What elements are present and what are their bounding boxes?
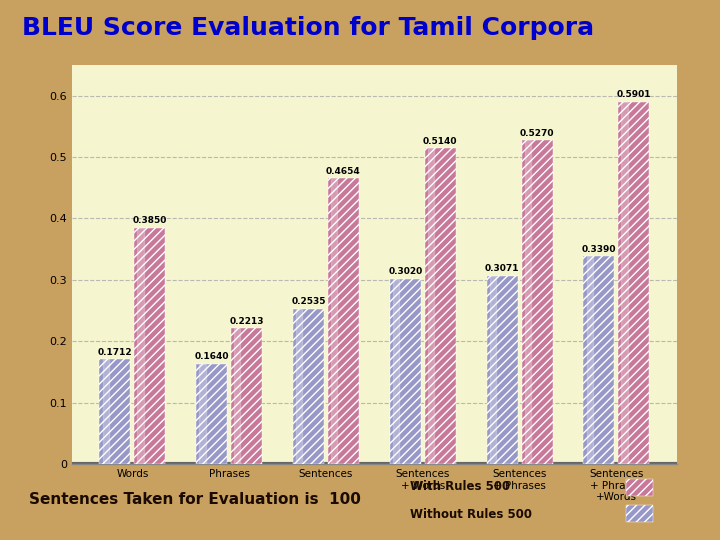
Text: 0.3020: 0.3020 xyxy=(388,267,423,276)
Text: 0.4654: 0.4654 xyxy=(326,167,361,176)
Text: 0.1640: 0.1640 xyxy=(194,352,229,361)
Bar xyxy=(587,256,593,464)
Bar xyxy=(331,178,337,464)
Text: 0.3390: 0.3390 xyxy=(582,245,616,254)
Bar xyxy=(425,148,456,464)
Text: 0.5901: 0.5901 xyxy=(616,90,651,99)
Text: 0.2213: 0.2213 xyxy=(230,317,264,326)
Bar xyxy=(328,178,359,464)
Bar xyxy=(102,359,109,464)
Bar xyxy=(296,308,302,464)
Text: 0.2535: 0.2535 xyxy=(292,297,326,306)
Bar xyxy=(490,275,496,464)
Text: BLEU Score Evaluation for Tamil Corpora: BLEU Score Evaluation for Tamil Corpora xyxy=(22,16,594,40)
FancyBboxPatch shape xyxy=(626,480,653,496)
Bar xyxy=(138,228,143,464)
Bar xyxy=(390,279,421,464)
Bar xyxy=(393,279,399,464)
Bar xyxy=(135,228,166,464)
Bar xyxy=(293,308,324,464)
Text: 0.1712: 0.1712 xyxy=(98,348,132,357)
Bar xyxy=(487,275,518,464)
Text: Sentences Taken for Evaluation is  100: Sentences Taken for Evaluation is 100 xyxy=(29,492,361,507)
Bar xyxy=(621,102,628,464)
Bar xyxy=(521,140,552,464)
Bar xyxy=(197,363,228,464)
Text: 0.3071: 0.3071 xyxy=(485,264,519,273)
Bar xyxy=(99,359,130,464)
Bar xyxy=(428,148,434,464)
FancyBboxPatch shape xyxy=(626,505,653,522)
Bar xyxy=(231,328,262,464)
Text: With Rules 500: With Rules 500 xyxy=(410,480,510,493)
Bar xyxy=(199,363,206,464)
Text: Without Rules 500: Without Rules 500 xyxy=(410,508,531,521)
Bar xyxy=(583,256,614,464)
Bar xyxy=(234,328,240,464)
Bar xyxy=(618,102,649,464)
Text: 0.5140: 0.5140 xyxy=(423,137,457,146)
Bar xyxy=(525,140,531,464)
Text: 0.5270: 0.5270 xyxy=(520,129,554,138)
Text: 0.3850: 0.3850 xyxy=(132,216,167,225)
